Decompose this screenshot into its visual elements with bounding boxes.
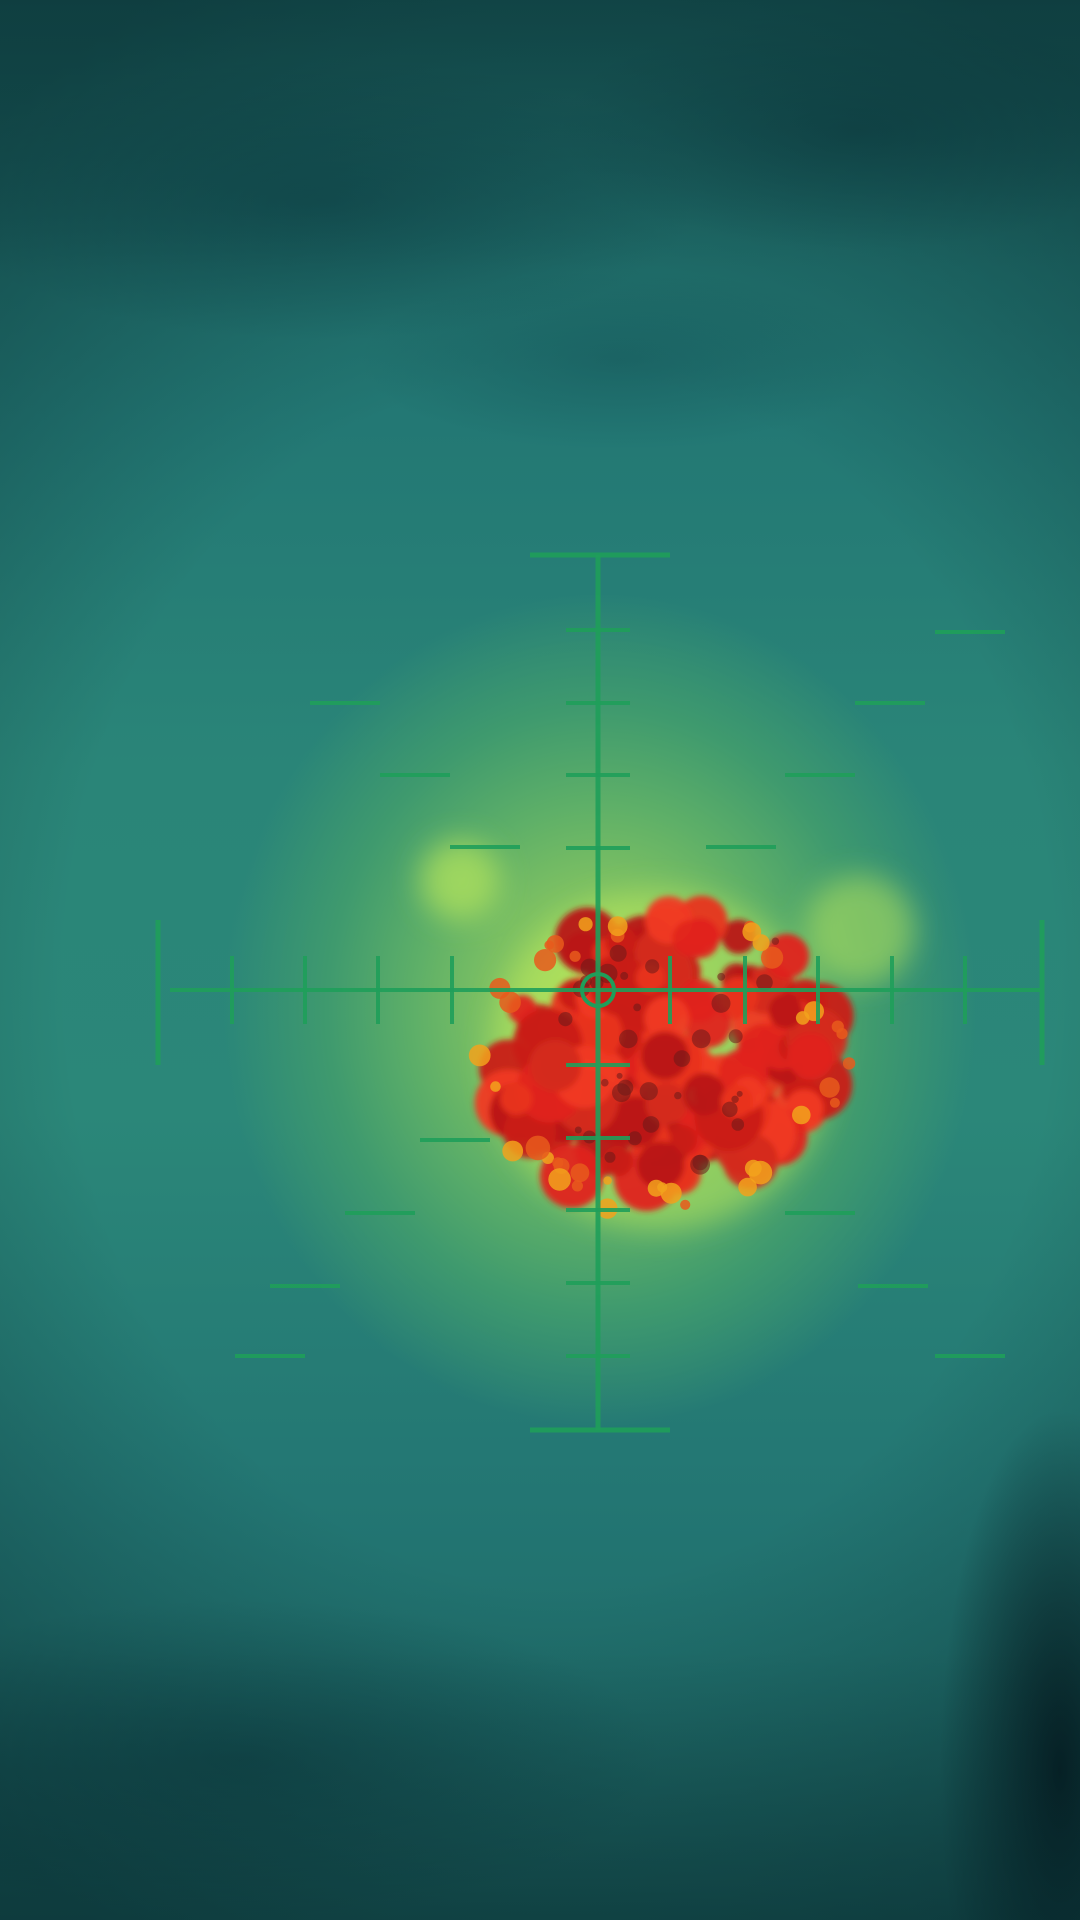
hotspot-dark-mottle-15	[616, 1072, 623, 1079]
hotspot-edge-fleck-2	[761, 946, 784, 969]
hotspot-dark-mottle-31	[617, 1079, 634, 1096]
hotspot-cell-117	[768, 994, 803, 1029]
hotspot-edge-fleck-21	[795, 1011, 810, 1025]
hotspot-edge-fleck-30	[571, 1180, 584, 1192]
hotspot-flare-left	[420, 840, 500, 920]
hotspot-edge-fleck-23	[548, 1168, 571, 1191]
hotspot-dark-mottle-7	[674, 1091, 682, 1100]
hotspot-cell-132	[672, 920, 710, 957]
hotspot-dark-mottle-0	[771, 937, 780, 945]
hotspot-edge-fleck-34	[546, 935, 564, 953]
hotspot-edge-fleck-6	[842, 1057, 856, 1070]
hotspot-dark-mottle-26	[692, 1154, 708, 1171]
hotspot-cell-135	[640, 1031, 689, 1080]
hotspot-dark-mottle-11	[619, 1029, 638, 1049]
hotspot-flare-right	[805, 875, 915, 985]
hotspot-dark-mottle-8	[717, 972, 726, 981]
hotspot-edge-fleck-11	[603, 1176, 612, 1185]
hotspot-dark-mottle-6	[731, 1118, 745, 1131]
hotspot-edge-fleck-3	[738, 1177, 757, 1197]
hotspot-dark-mottle-21	[691, 1029, 711, 1049]
hotspot-dark-mottle-18	[597, 963, 618, 984]
hotspot-dark-mottle-9	[736, 1090, 743, 1097]
hotspot-dark-mottle-29	[627, 1131, 642, 1146]
reticle-center-ring	[580, 972, 616, 1008]
hotspot-dark-mottle-10	[601, 1078, 609, 1087]
hotspot-edge-fleck-35	[657, 1182, 668, 1193]
hotspot-cell-130	[499, 1082, 533, 1116]
hotspot-edge-fleck-14	[819, 1077, 840, 1098]
hotspot-cell-129	[637, 1141, 684, 1189]
hotspot-dark-mottle-13	[633, 1003, 642, 1012]
hotspot-dark-mottle-2	[609, 944, 627, 962]
hotspot-edge-fleck-37	[607, 916, 628, 937]
hotspot-dark-mottle-17	[639, 1082, 658, 1101]
hotspot-dark-mottle-24	[731, 1095, 739, 1104]
hotspot-edge-fleck-28	[552, 1157, 564, 1169]
hotspot-edge-fleck-10	[569, 950, 581, 962]
hotspot-cell-138	[787, 1033, 834, 1080]
hotspot-dark-mottle-30	[620, 971, 629, 980]
hotspot-cell-123	[682, 1072, 726, 1116]
hotspot-dark-mottle-16	[604, 1151, 616, 1163]
hotspot-edge-fleck-17	[468, 1044, 491, 1067]
hotspot-edge-fleck-18	[836, 1028, 848, 1040]
hotspot-dark-mottle-20	[645, 959, 660, 974]
hotspot-edge-fleck-20	[525, 1135, 551, 1161]
hotspot-edge-fleck-12	[680, 1199, 691, 1210]
hotspot-edge-fleck-32	[570, 1163, 590, 1183]
hotspot-dark-mottle-28	[558, 1012, 573, 1027]
hotspot-dark-mottle-23	[642, 1116, 660, 1133]
hotspot-cell-134	[644, 996, 690, 1042]
hotspot-dark-mottle-5	[580, 958, 599, 977]
hotspot-edge-fleck-31	[792, 1105, 811, 1125]
hotspot-edge-fleck-27	[490, 1081, 501, 1092]
hotspot-dark-mottle-32	[722, 1101, 738, 1118]
hotspot-dark-mottle-25	[711, 993, 731, 1013]
hotspot-edge-fleck-19	[578, 917, 593, 932]
hotspot-edge-fleck-33	[752, 934, 770, 952]
hotspot-edge-fleck-36	[534, 949, 557, 972]
hotspot-dark-mottle-19	[574, 1126, 582, 1134]
hotspot-dark-mottle-27	[756, 974, 773, 991]
hotspot-cell-137	[529, 1039, 582, 1092]
hotspot-edge-fleck-39	[502, 1140, 524, 1162]
hotspot-edge-fleck-26	[829, 1097, 840, 1108]
hotspot-dark-mottle-12	[673, 1050, 691, 1067]
hotspot-edge-fleck-29	[744, 1159, 762, 1177]
hotspot-dark-mottle-34	[728, 1029, 743, 1044]
